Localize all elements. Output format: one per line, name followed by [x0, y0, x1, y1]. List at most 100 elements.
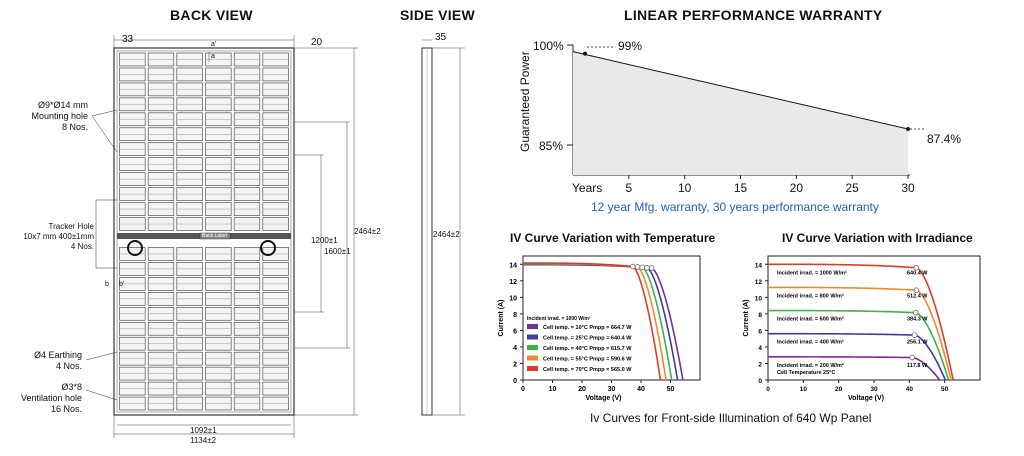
- irr-footnote: Cell Temperature 25°C: [777, 370, 835, 376]
- dim-a: a: [211, 53, 215, 60]
- dim-1092: 1092±1: [190, 426, 217, 435]
- legend-label: Cell temp. = 55°C Pmpp = 590.6 W: [543, 357, 632, 363]
- legend-swatch: [527, 355, 538, 361]
- xtick-label: 50: [667, 386, 675, 393]
- warranty-xtick-25: 25: [845, 181, 859, 195]
- xtick-label: 40: [906, 386, 914, 393]
- panel-frame: [113, 47, 295, 416]
- warranty-area: [573, 51, 908, 175]
- dim-1200: 1200±1: [311, 236, 338, 245]
- warranty-line: [572, 51, 909, 130]
- irr-power-label: 384.3 W: [907, 317, 928, 323]
- irr-series-label: Incident irrad. = 600 W/m²: [777, 316, 844, 323]
- side-dim-35: 35: [435, 32, 447, 43]
- warranty-start-point: [583, 51, 587, 56]
- ytick-label: 4: [758, 345, 762, 352]
- warranty-xtick-5: 5: [625, 181, 633, 195]
- warranty-xtick-15: 15: [733, 181, 748, 195]
- warranty-ytick-85: 85%: [539, 139, 564, 153]
- ytick-label: 6: [513, 328, 517, 335]
- ytick-label: 6: [758, 328, 762, 335]
- warranty-xtick-years: Years: [572, 181, 603, 195]
- ytick-label: 14: [755, 262, 763, 269]
- ytick-label: 8: [758, 312, 762, 319]
- iv-series-line: [523, 262, 662, 381]
- ylabel: Current (A): [743, 300, 750, 337]
- legend-swatch: [527, 366, 538, 371]
- dim-a-prime: a': [211, 41, 217, 48]
- iv-temp-legend-head: Incident irrad. = 1000 W/m²: [527, 316, 591, 322]
- ytick-label: 14: [509, 262, 517, 269]
- iv-series-line: [768, 309, 950, 381]
- dim-b: b: [105, 281, 109, 288]
- legend-label: Cell temp. = 25°C Pmpp = 640.4 W: [543, 336, 632, 342]
- junction-box-left: [127, 240, 143, 256]
- mpp-marker: [629, 263, 636, 270]
- irr-series-label: Incident irrad. = 800 W/m²: [777, 292, 844, 299]
- side-view-heading: SIDE VIEW: [400, 7, 476, 23]
- dim-b-prime: b': [119, 281, 125, 288]
- irr-power-label: 256.1 W: [907, 340, 928, 346]
- mpp-marker: [912, 309, 919, 316]
- warranty-xtick-30: 30: [901, 181, 915, 195]
- ytick-label: 10: [755, 295, 763, 302]
- mpp-marker: [913, 264, 920, 271]
- dim-33: 33: [122, 34, 134, 45]
- ylabel: Current (A): [498, 300, 505, 337]
- irr-power-label: 512.4 W: [907, 293, 928, 299]
- xtick-label: 10: [800, 386, 808, 393]
- side-dim-2464: 2464±2: [433, 230, 460, 239]
- iv-series-line: [767, 263, 954, 381]
- ytick-label: 12: [509, 279, 517, 286]
- dim-1134: 1134±2: [190, 436, 217, 445]
- mounting-hole-note: Ø9*Ø14 mm Mounting hole 8 Nos.: [31, 100, 88, 132]
- ytick-label: 10: [509, 295, 517, 302]
- xtick-label: 40: [637, 386, 645, 393]
- xlabel: Voltage (V): [848, 395, 884, 402]
- ytick-label: 2: [758, 361, 762, 368]
- legend-swatch: [527, 334, 538, 340]
- ytick-label: 0: [758, 378, 762, 385]
- legend-swatch: [527, 345, 538, 350]
- panel-inner-frame: [116, 50, 292, 413]
- irr-series-label: Incident irrad. = 200 W/m²: [777, 362, 844, 369]
- tracker-hole-note: Tracker Hole 10x7 mm 400±1mm 4 Nos.: [23, 222, 94, 251]
- back-label-box: [199, 232, 231, 240]
- junction-box-right: [260, 240, 276, 256]
- legend-label: Cell temp. = 40°C Pmpp = 615.7 W: [543, 346, 632, 352]
- xlabel: Voltage (V): [585, 395, 621, 402]
- iv-series-line: [768, 286, 952, 381]
- ytick-label: 8: [513, 312, 517, 319]
- xtick-label: 30: [870, 386, 878, 393]
- warranty-xtick-20: 20: [789, 181, 803, 195]
- iv-temp-title: IV Curve Variation with Temperature: [510, 231, 716, 245]
- mpp-marker: [913, 287, 920, 293]
- xtick-label: 20: [835, 386, 843, 393]
- xtick-label: 20: [578, 386, 586, 393]
- ytick-label: 0: [513, 378, 517, 385]
- dim-20: 20: [311, 37, 323, 48]
- xtick-label: 10: [549, 386, 557, 393]
- dim-2464-back: 2464±2: [354, 227, 381, 236]
- warranty-start-label: 99%: [618, 39, 643, 53]
- warranty-end-label: 87.4%: [927, 132, 962, 146]
- irr-power-label: 640.4 W: [907, 270, 928, 276]
- ytick-label: 2: [513, 361, 517, 368]
- plot-frame: [767, 255, 981, 381]
- irr-series-label: Incident irrad. = 400 W/m²: [777, 339, 844, 346]
- dim-1600: 1600±1: [324, 247, 351, 256]
- ytick-label: 12: [755, 279, 763, 286]
- mpp-marker: [911, 332, 918, 338]
- xtick-label: 0: [521, 386, 525, 393]
- xtick-label: 30: [608, 386, 616, 393]
- warranty-caption: 12 year Mfg. warranty, 30 years performa…: [591, 200, 879, 214]
- back-label-text: Back Label: [202, 233, 227, 239]
- ventilation-note: Ø3*8 Ventilation hole 16 Nos.: [20, 382, 82, 414]
- warranty-end-point: [906, 127, 910, 131]
- xtick-label: 50: [941, 386, 949, 393]
- warranty-ytick-100: 100%: [533, 39, 564, 53]
